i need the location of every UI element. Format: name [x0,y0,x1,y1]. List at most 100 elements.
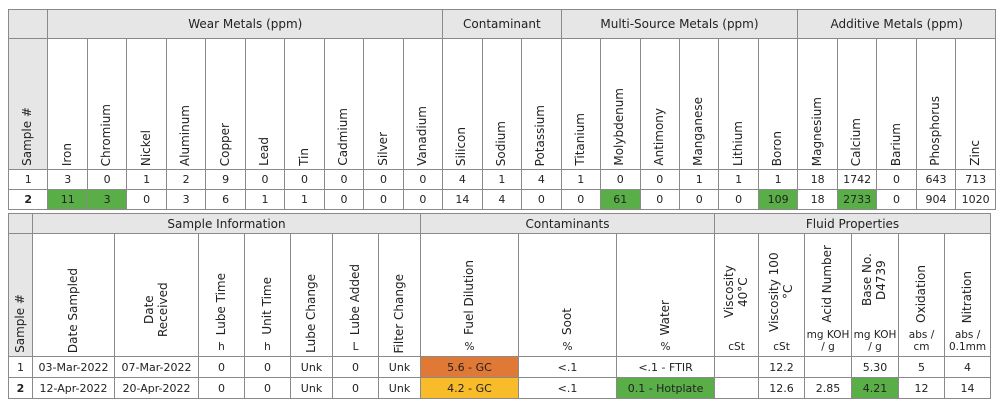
data-cell: 20-Apr-2022 [114,377,199,400]
header-wrap: Magnesium [799,42,835,166]
data-cell: 4 [481,189,523,210]
data-cell: <.1 [518,356,618,379]
column-header: Antimony [639,38,680,170]
column-label: Chromium [99,103,114,166]
column-label: Vanadium [415,106,430,166]
column-label: Soot [559,308,574,336]
data-cell: 1 [8,356,33,379]
data-row: 2 12-Apr-2022 20-Apr-2022 0 0 Unk 0 Unk 4.2 - GC… [8,377,992,400]
data-cell: 14 [944,377,992,400]
data-cell: 1742 [836,169,878,190]
data-cell: 0 [639,189,680,210]
column-label: Nitration [959,270,974,323]
column-header: Iron [47,38,88,170]
data-cell: 0 [600,169,641,190]
column-unit: % [562,341,573,354]
column-header: Soot% [518,232,618,358]
data-cell: 12.6 [758,377,806,400]
column-unit: abs / cm [908,329,935,354]
column-header: Filter Change [377,232,422,358]
data-cell: 0 [198,377,245,400]
column-header: Magnesium [797,38,838,170]
header-wrap: Barium [878,42,914,166]
flagged-cell: 2733 [836,189,878,210]
sample-header: Sample # [7,38,49,170]
column-label: Acid Number [820,245,835,323]
column-label: Lube Time [213,272,228,336]
data-cell: 4 [944,356,992,379]
column-label: Zinc [967,140,982,166]
column-header: Zinc [955,38,996,170]
column-label: Tin [296,148,311,166]
column-row: Sample # Date Sampled Date Received Lube Ti… [8,232,992,358]
data-cell: Unk [377,356,422,379]
column-header: Lithium [718,38,759,170]
column-header: Oxidation abs / cm [898,232,946,358]
data-cell: 12.2 [758,356,806,379]
header-wrap: Chromium [89,42,125,166]
flagged-cell: 3 [86,189,128,210]
header-wrap: Titanium [563,42,599,166]
data-cell: 5.30 [851,356,900,379]
flagged-cell: 11 [47,189,88,210]
data-cell: 12 [898,377,946,400]
column-header: Base No. D4739 mg KOH / g [851,232,900,358]
column-header: Potassium [521,38,562,170]
column-header: Viscosity 40°C cSt [714,232,760,358]
header-wrap: Sample # [10,42,46,166]
column-header: Copper [205,38,246,170]
data-cell: 2 [7,189,49,210]
column-unit: cSt [773,341,790,354]
data-cell: 0 [284,169,325,190]
column-label: Date Received [141,282,170,338]
column-label: Filter Change [391,273,406,354]
column-label: Potassium [533,104,548,166]
data-cell: 2 [8,377,33,400]
column-header: Manganese [678,38,720,170]
column-header: Unit Time h [244,232,291,358]
header-wrap: Zinc [957,42,994,166]
column-unit: abs / 0.1mm [948,329,987,354]
column-header: Molybdenum [600,38,641,170]
group-header: Contaminants [420,213,716,234]
data-cell: 0 [876,189,917,210]
data-cell: 12-Apr-2022 [32,377,115,400]
header-wrap: Iron [49,42,85,166]
column-header: Lube Change [290,232,333,358]
column-label: Viscosity 40°C [721,265,750,319]
data-cell: 9 [205,169,246,190]
column-header: Tin [284,38,325,170]
data-cell: 0 [244,377,291,400]
data-cell: 14 [442,189,483,210]
data-cell: 1020 [955,189,996,210]
empty-cell [804,356,853,379]
data-cell: 2.85 [804,377,853,400]
empty-cell [714,356,760,379]
column-label: Fuel Dilution [461,260,476,336]
column-label: Lithium [730,121,745,166]
data-cell: 1 [718,169,759,190]
sample-header: Sample # [8,232,33,358]
data-cell: 0 [402,169,444,190]
column-label: Lube Added [347,263,362,336]
data-cell: 0 [244,356,291,379]
data-cell: 0 [198,356,245,379]
header-wrap: Calcium [839,42,875,166]
header-wrap: Lube Time h [200,237,243,353]
column-header: Cadmium [323,38,365,170]
header-wrap: Lube Added L [334,237,377,353]
header-wrap: Base No. D4739 mg KOH / g [853,237,897,354]
column-label: Viscosity 100 °C [766,252,795,332]
data-cell: Unk [377,377,422,400]
column-header: Phosphorus [915,38,957,170]
header-wrap: Aluminum [168,42,204,166]
column-header: Nitration abs / 0.1mm [944,232,992,358]
corner-cell [7,9,49,39]
data-cell: 2 [165,169,207,190]
column-label: Cadmium [336,108,351,166]
column-label: Aluminum [178,104,193,166]
data-cell: 0 [402,189,444,210]
column-label: Boron [770,130,785,166]
column-label: Silver [375,132,390,166]
